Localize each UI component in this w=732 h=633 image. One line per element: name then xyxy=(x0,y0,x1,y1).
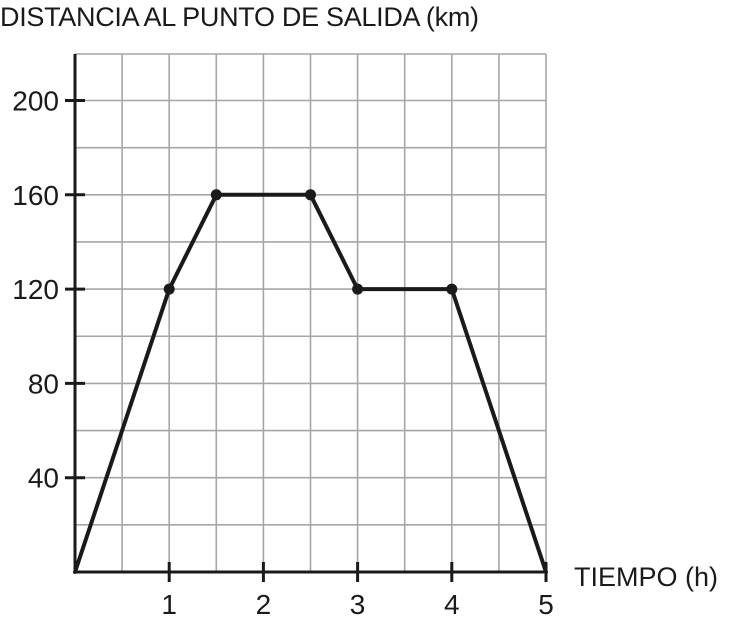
x-tick-label: 3 xyxy=(350,589,366,620)
data-point-marker xyxy=(352,283,364,295)
x-tick-label: 1 xyxy=(161,589,177,620)
y-axis-label: DISTANCIA AL PUNTO DE SALIDA (km) xyxy=(0,2,479,32)
x-tick-label: 4 xyxy=(444,589,460,620)
data-point-marker xyxy=(210,189,222,201)
data-point-marker xyxy=(305,189,316,201)
y-tick-label: 40 xyxy=(28,463,59,494)
y-tick-label: 80 xyxy=(28,368,59,399)
y-tick-label: 160 xyxy=(12,180,59,211)
y-tick-label: 200 xyxy=(12,86,59,117)
x-tick-label: 2 xyxy=(256,589,272,620)
y-tick-label: 120 xyxy=(12,274,59,305)
data-point-marker xyxy=(163,283,175,295)
data-point-marker xyxy=(446,283,458,295)
x-tick-label: 5 xyxy=(538,589,554,620)
x-axis-label: TIEMPO (h) xyxy=(574,562,719,592)
